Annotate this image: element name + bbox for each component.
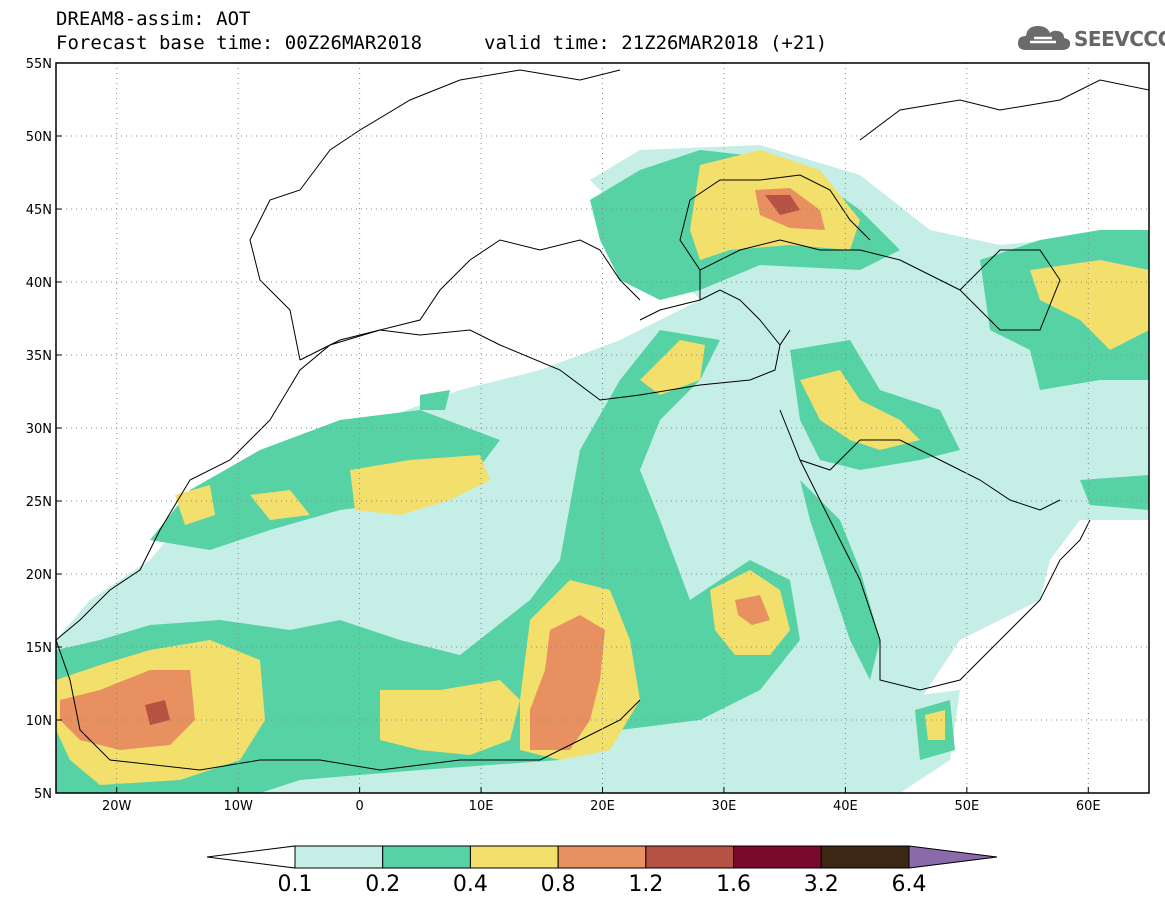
colorbar-label: 6.4: [891, 872, 927, 897]
lon-tick-label: 10W: [223, 799, 253, 814]
aot-level-5: [145, 195, 800, 725]
colorbar-label: 0.2: [365, 872, 401, 897]
forecast-base-time: Forecast base time: 00Z26MAR2018: [56, 32, 423, 54]
logo-text: SEEVCCC: [1074, 27, 1165, 51]
colorbar-segment: [294, 845, 384, 869]
gridlines: [56, 63, 1149, 793]
colorbar-segment: [469, 845, 559, 869]
colorbar: [206, 845, 998, 869]
colorbar-label: 1.2: [628, 872, 664, 897]
lat-tick-label: 10N: [26, 714, 52, 729]
lon-tick-label: 20W: [102, 799, 132, 814]
colorbar-over-triangle: [908, 845, 998, 869]
lon-tick-label: 50E: [954, 799, 979, 814]
lat-tick-label: 50N: [26, 130, 52, 145]
lat-tick-label: 35N: [26, 349, 52, 364]
lat-tick-label: 40N: [26, 276, 52, 291]
colorbar-label: 3.2: [803, 872, 839, 897]
colorbar-label: 1.6: [716, 872, 752, 897]
colorbar-label: 0.8: [540, 872, 576, 897]
lat-tick-label: 45N: [26, 203, 52, 218]
colorbar-segment: [382, 845, 471, 869]
colorbar-under-triangle: [206, 845, 296, 869]
chart-title: DREAM8-assim: AOT: [56, 8, 251, 30]
colorbar-label: 0.1: [277, 872, 313, 897]
colorbar-segment: [820, 845, 910, 869]
coastlines: [56, 69, 1149, 771]
lat-tick-label: 20N: [26, 568, 52, 583]
lon-tick-label: 0: [355, 799, 363, 814]
lon-tick-label: 60E: [1076, 799, 1101, 814]
colorbar-segment: [645, 845, 735, 869]
lat-tick-label: 25N: [26, 495, 52, 510]
cloud-icon: [1018, 26, 1071, 50]
lat-tick-label: 5N: [34, 787, 52, 802]
latitude-labels: 55N 50N 45N 40N 35N 30N 25N 20N 15N 10N 5N: [26, 57, 62, 802]
lat-tick-label: 15N: [26, 641, 52, 656]
colorbar-segment: [557, 845, 647, 869]
colorbar-segment: [733, 845, 822, 869]
seevccc-logo: SEEVCCC: [1016, 20, 1165, 60]
lat-tick-label: 55N: [26, 57, 52, 72]
valid-time: valid time: 21Z26MAR2018 (+21): [484, 32, 828, 54]
lon-tick-label: 10E: [469, 799, 494, 814]
lon-tick-label: 40E: [833, 799, 858, 814]
colorbar-label: 0.4: [452, 872, 488, 897]
longitude-labels: 20W 10W 0 10E 20E 30E 40E 50E 60E: [102, 787, 1101, 814]
lon-tick-label: 30E: [712, 799, 737, 814]
lat-tick-label: 30N: [26, 422, 52, 437]
lon-tick-label: 20E: [590, 799, 615, 814]
aot-level-4: [60, 188, 825, 750]
